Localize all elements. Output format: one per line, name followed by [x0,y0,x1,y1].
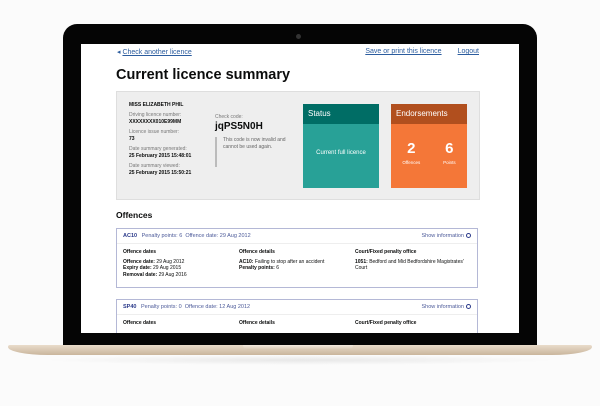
laptop-base [8,345,592,355]
driver-name: MISS ELIZABETH PHIL [129,102,184,108]
offence-card: SP40 Penalty points: 0 Offence date: 12 … [116,299,478,333]
points-count: 6 [445,140,454,157]
expand-circle-icon [466,304,471,309]
endorsements-box: Endorsements 2 Offences 6 Points [391,104,467,188]
endorsements-title: Endorsements [391,104,467,124]
screen: ◂ Check another licence Save or print th… [81,44,519,333]
issue-number: 73 [129,136,135,142]
offences-count: 2 [407,140,416,157]
back-arrow-icon: ◂ [117,49,123,56]
top-nav: ◂ Check another licence Save or print th… [117,48,479,56]
status-box: Status Current full licence [303,104,379,188]
check-code: jqPS5N0H [215,121,263,132]
viewed-label: Date summary viewed: [129,163,180,169]
status-title: Status [303,104,379,124]
licence-summary-panel: MISS ELIZABETH PHIL Driving licence numb… [116,91,480,200]
logout-link[interactable]: Logout [457,48,479,55]
check-code-section: Check code: jqPS5N0H This code is now in… [215,114,290,167]
page-title: Current licence summary [116,67,291,83]
licence-number: XXXXXXXX010E99MM [129,119,182,125]
offence-details-title: Offence details [239,320,275,326]
generated-label: Date summary generated: [129,146,187,152]
viewed-date: 25 February 2015 15:50:21 [129,170,192,176]
offence-header[interactable]: AC10 Penalty points: 6 Offence date: 29 … [117,229,477,244]
court-title: Court/Fixed penalty office [355,249,417,255]
offence-code: SP40 [123,304,137,310]
generated-date: 25 February 2015 15:48:01 [129,153,192,159]
expand-circle-icon [466,233,471,238]
offence-header[interactable]: SP40 Penalty points: 0 Offence date: 12 … [117,300,477,315]
laptop-shadow [40,355,560,365]
offences-heading: Offences [116,210,153,220]
laptop-notch [243,345,353,350]
court-title: Court/Fixed penalty office [355,320,417,326]
issue-number-label: Licence issue number: [129,129,180,135]
offence-points: Penalty points: 0 [141,304,182,310]
offence-dates-title: Offence dates [123,249,157,255]
points-label: Points [443,160,456,165]
save-print-link[interactable]: Save or print this licence [365,48,442,55]
offence-points: Penalty points: 6 [141,233,183,239]
offence-card: AC10 Penalty points: 6 Offence date: 29 … [116,228,478,288]
offences-label: Offences [402,160,421,165]
check-another-licence-link[interactable]: Check another licence [122,49,192,56]
show-information-toggle[interactable]: Show information [422,233,471,239]
driver-info: MISS ELIZABETH PHIL Driving licence numb… [129,102,229,180]
show-information-toggle[interactable]: Show information [422,304,471,310]
offence-date: Offence date: 12 Aug 2012 [184,304,251,310]
licence-number-label: Driving licence number: [129,112,182,118]
offence-dates-title: Offence dates [123,320,157,326]
camera-icon [296,34,301,39]
status-value: Current full licence [316,150,366,156]
offence-date: Offence date: 29 Aug 2012 [185,233,251,239]
check-code-label: Check code: [215,114,243,120]
offence-code: AC10 [123,233,138,239]
check-code-note: This code is now invalid and cannot be u… [215,137,290,167]
offence-details-title: Offence details [239,249,275,255]
